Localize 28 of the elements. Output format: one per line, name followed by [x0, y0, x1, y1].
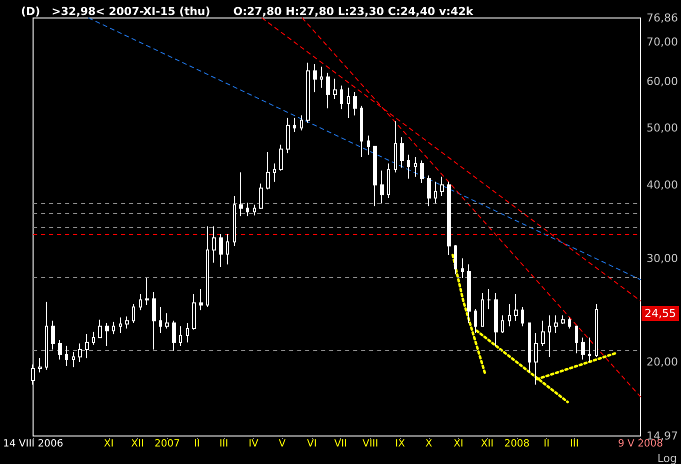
x-tick-label: IX: [395, 438, 406, 450]
y-tick-label: 40,00: [646, 178, 678, 192]
x-tick-label: VII: [334, 438, 348, 450]
text: 24,55: [644, 307, 676, 320]
x-tick-label: III: [570, 438, 579, 450]
x-tick-label: XI: [104, 438, 114, 450]
x-tick-label: II: [544, 438, 550, 450]
x-tick-label: XII: [131, 438, 144, 450]
x-tick-label: V: [278, 438, 286, 450]
y-tick-label: 60,00: [646, 74, 678, 88]
x-tick-label: XI: [454, 438, 464, 450]
x-tick-label: II: [194, 438, 200, 450]
chart-title: (D) >32,98< 2007-XI-15 (thu) O:27,80 H:27,80 L:23,30 C:24,40 v:42k: [21, 5, 474, 18]
y-tick-label: 20,00: [646, 355, 678, 368]
y-tick-label: 30,00: [646, 252, 678, 265]
y-tick-label: 76,86: [646, 12, 678, 24]
x-tick-label: III: [219, 438, 228, 450]
y-tick-label: 70,00: [646, 35, 678, 48]
x-tick-label: 2008: [504, 438, 530, 450]
x-tick-label: 2007: [154, 438, 180, 450]
y-tick-label: 50,00: [646, 121, 678, 134]
x-tick-label: VIII: [362, 438, 378, 450]
x-tick-label: XII: [480, 438, 494, 450]
x-tick-label: 14 VIII 2006: [2, 438, 64, 450]
text: Log: [657, 452, 678, 464]
x-tick-label: VI: [307, 438, 317, 450]
x-tick-label: X: [425, 438, 432, 450]
x-tick-label: IV: [248, 438, 259, 450]
